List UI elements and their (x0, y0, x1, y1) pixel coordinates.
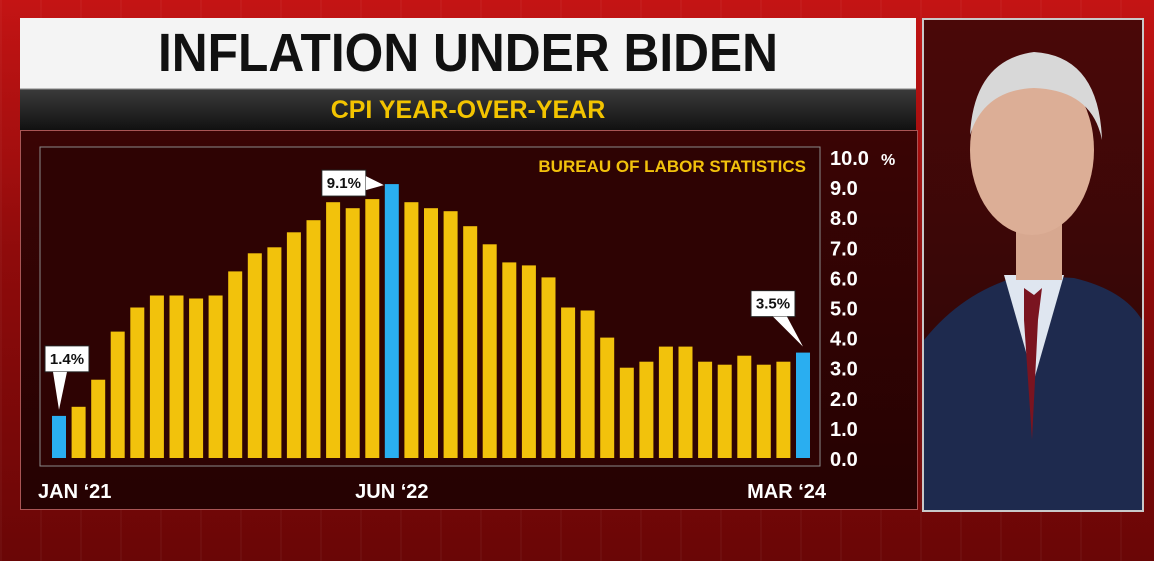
chart-subtitle: CPI YEAR-OVER-YEAR (330, 95, 606, 124)
chart-panel (20, 130, 918, 510)
title-bar: INFLATION UNDER BIDEN (20, 18, 916, 90)
person-silhouette (924, 52, 1142, 510)
subtitle-bar: CPI YEAR-OVER-YEAR (20, 89, 916, 131)
portrait-photo (922, 18, 1144, 512)
page-title: INFLATION UNDER BIDEN (157, 23, 779, 83)
